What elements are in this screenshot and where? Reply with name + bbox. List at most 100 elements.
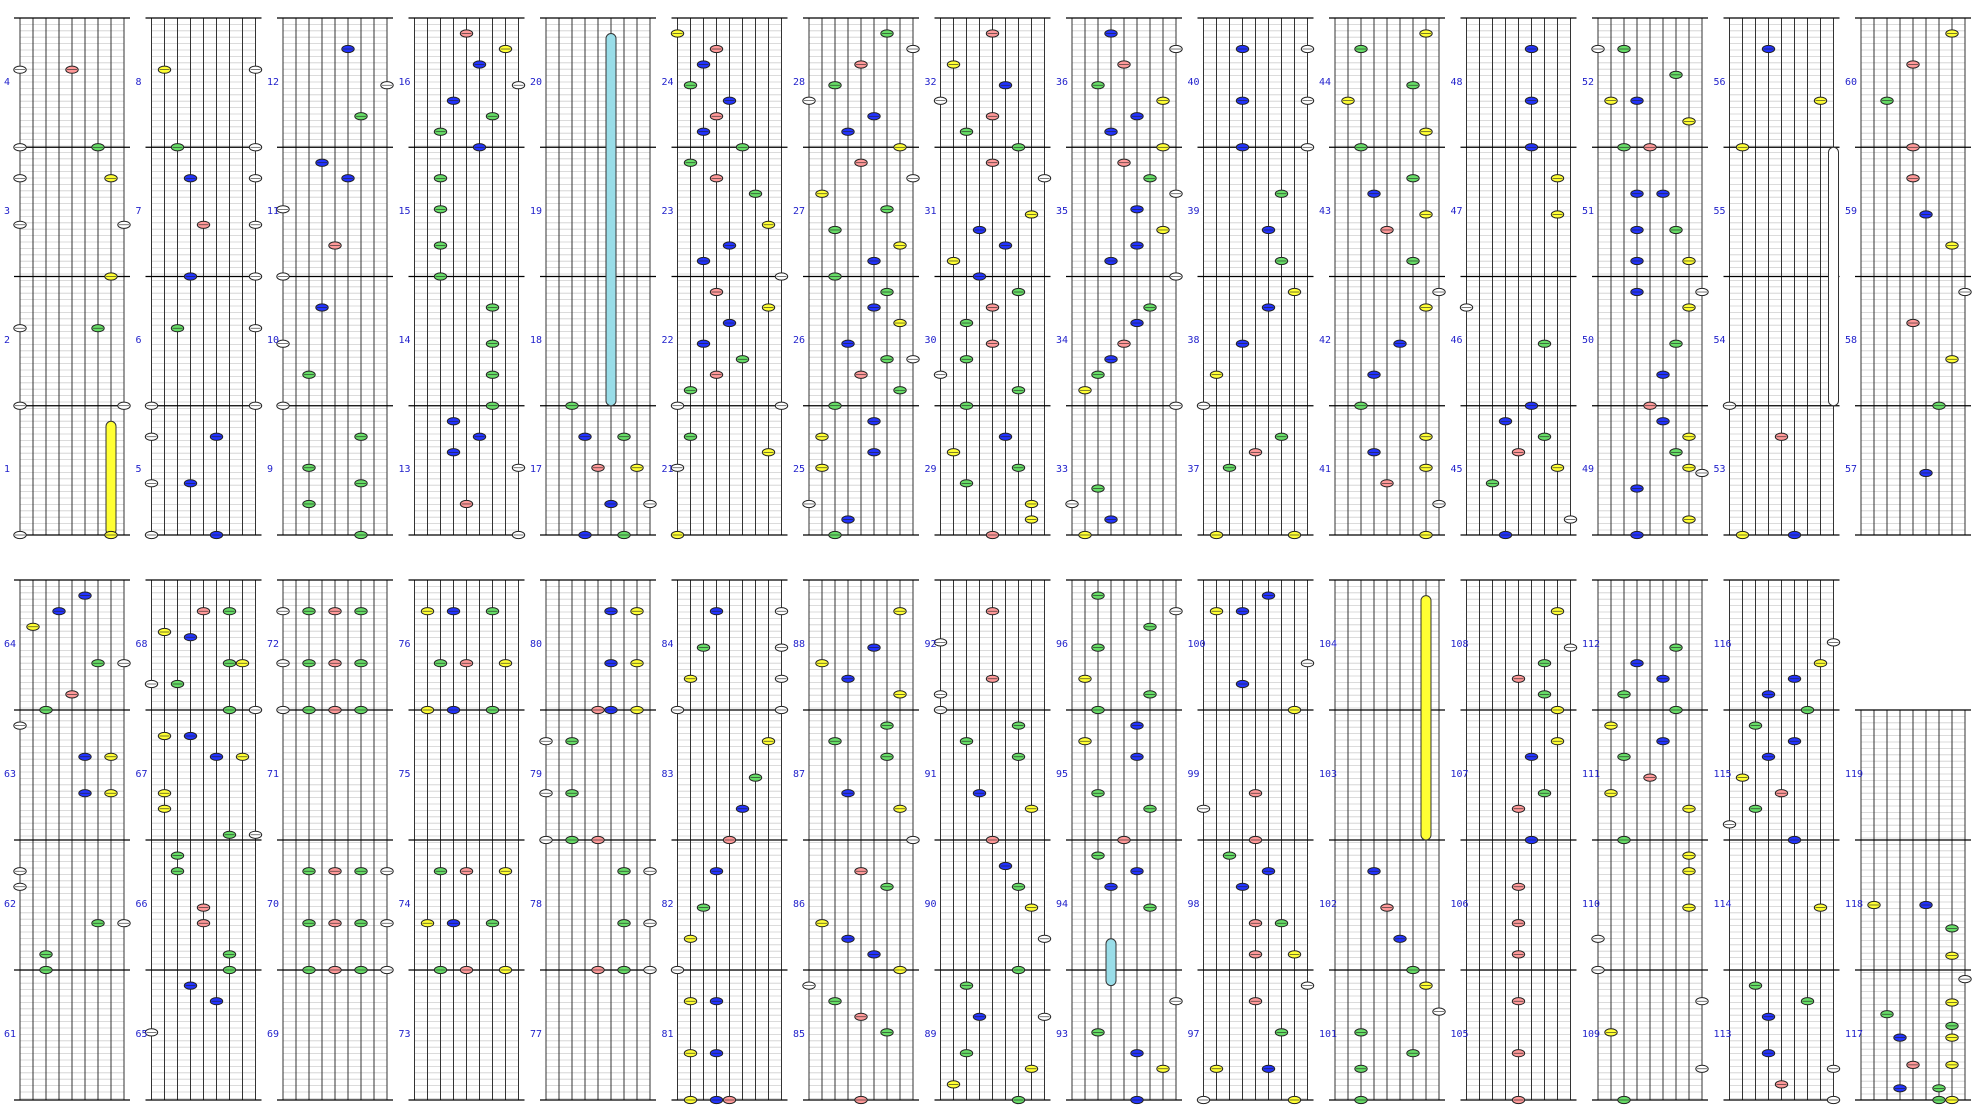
measure-number: 19 (530, 205, 543, 217)
measure-number: 31 (924, 205, 937, 217)
measure-number: 92 (924, 639, 937, 650)
measure-number: 4 (4, 76, 11, 88)
measure-number: 52 (1582, 76, 1595, 88)
measure-number: 16 (398, 76, 411, 88)
measure-number: 39 (1187, 205, 1200, 217)
tab-block (408, 17, 526, 540)
measure-number: 108 (1450, 639, 1469, 650)
tab-block (13, 17, 131, 540)
measure-number: 90 (924, 899, 937, 910)
measure-number: 78 (530, 899, 543, 910)
measure-number: 42 (1319, 335, 1332, 347)
measure-number: 102 (1319, 899, 1338, 910)
measure-number: 30 (924, 335, 937, 347)
measure-number: 28 (793, 76, 806, 88)
measure-number: 111 (1582, 769, 1601, 780)
measure-number: 44 (1319, 76, 1332, 88)
tab-block (540, 17, 657, 540)
measure-number: 113 (1713, 1029, 1732, 1040)
measure-number: 68 (135, 639, 148, 650)
measure-number: 59 (1845, 205, 1858, 217)
measure-number: 55 (1713, 205, 1726, 217)
measure-number: 103 (1319, 769, 1338, 780)
measure-number: 81 (661, 1029, 674, 1040)
measure-number: 60 (1845, 76, 1858, 88)
measure-number: 71 (267, 769, 280, 780)
measure-number: 64 (4, 639, 17, 650)
measure-number: 32 (924, 76, 937, 88)
tab-block (408, 579, 525, 1101)
measure-number: 79 (530, 769, 543, 780)
measure-number: 33 (1056, 464, 1069, 476)
measure-number: 35 (1056, 205, 1069, 217)
measure-number: 85 (793, 1029, 806, 1040)
measure-number: 6 (135, 335, 142, 347)
measure-number: 61 (4, 1029, 17, 1040)
tab-block (670, 579, 789, 1105)
measure-number: 41 (1319, 464, 1332, 476)
measure-number: 53 (1713, 464, 1726, 476)
measure-number: 11 (267, 205, 280, 217)
measure-number: 118 (1845, 899, 1864, 910)
measure-number: 49 (1582, 464, 1595, 476)
measure-number: 87 (793, 769, 806, 780)
tab-block (1460, 579, 1578, 1105)
sustain-bar (1828, 146, 1839, 407)
tab-block (1196, 579, 1315, 1105)
measure-number: 66 (135, 899, 148, 910)
measure-number: 119 (1845, 769, 1864, 780)
measure-number: 48 (1450, 76, 1463, 88)
measure-number: 97 (1187, 1029, 1200, 1040)
tab-block (144, 17, 263, 540)
measure-number: 14 (398, 335, 411, 347)
measure-number: 115 (1713, 769, 1732, 780)
measure-number: 38 (1187, 335, 1200, 347)
measure-number: 109 (1582, 1029, 1601, 1040)
measure-number: 75 (398, 769, 411, 780)
measure-number: 50 (1582, 335, 1595, 347)
measure-number: 56 (1713, 76, 1726, 88)
measure-number: 12 (267, 76, 280, 88)
measure-number: 93 (1056, 1029, 1069, 1040)
measure-number: 17 (530, 464, 543, 476)
measure-number: 20 (530, 76, 543, 88)
tab-block (13, 579, 131, 1101)
tab-block (1196, 17, 1315, 540)
measure-number: 101 (1319, 1029, 1338, 1040)
measure-number: 117 (1845, 1029, 1864, 1040)
measure-number: 89 (924, 1029, 937, 1040)
measure-number: 80 (530, 639, 543, 650)
measure-number: 82 (661, 899, 674, 910)
measure-number: 40 (1187, 76, 1200, 88)
tab-block (1065, 17, 1183, 540)
tab-block (539, 579, 657, 1101)
measure-number: 9 (267, 464, 274, 476)
measure-number: 25 (793, 464, 806, 476)
measure-number: 73 (398, 1029, 411, 1040)
tab-block (802, 579, 920, 1105)
tab-block (1722, 579, 1841, 1105)
measure-number: 27 (793, 205, 806, 217)
measure-number: 74 (398, 899, 411, 910)
measure-number: 72 (267, 639, 280, 650)
measure-number: 98 (1187, 899, 1200, 910)
measure-number: 96 (1056, 639, 1069, 650)
measure-number: 54 (1713, 335, 1726, 347)
measure-number: 34 (1056, 335, 1069, 347)
measure-number: 15 (398, 205, 411, 217)
measure-number: 7 (135, 205, 142, 217)
measure-number: 62 (4, 899, 17, 910)
measure-number: 47 (1450, 205, 1463, 217)
tab-block (802, 17, 920, 540)
tab-block (1591, 17, 1709, 540)
measure-number: 2 (4, 335, 11, 347)
measure-number: 116 (1713, 639, 1732, 650)
measure-number: 70 (267, 899, 280, 910)
measure-number: 21 (661, 464, 674, 476)
measure-number: 8 (135, 76, 142, 88)
measure-number: 5 (135, 464, 142, 476)
tab-block (144, 579, 263, 1101)
measure-number: 24 (661, 76, 674, 88)
measure-number: 76 (398, 639, 411, 650)
